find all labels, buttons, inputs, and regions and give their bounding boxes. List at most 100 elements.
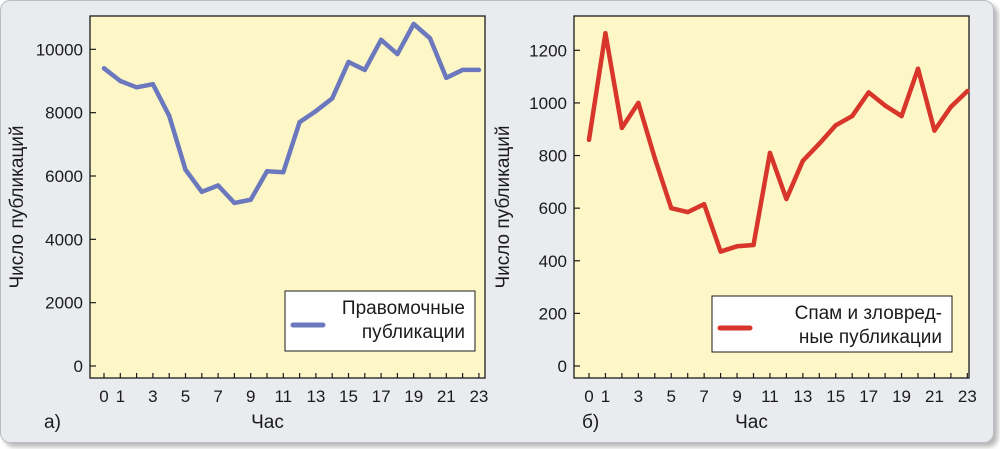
panel-a-x-tick-label: 15 bbox=[339, 387, 358, 406]
panel-b-data-point bbox=[701, 202, 707, 207]
panel-a-data-point bbox=[411, 21, 416, 27]
panel-b-data-point bbox=[652, 155, 657, 161]
panel-b-x-tick-label: 23 bbox=[958, 387, 977, 406]
panel-b-legend-label: ные публикации bbox=[799, 327, 942, 348]
panel-a-data-point bbox=[313, 108, 319, 114]
panel-b-x-tick-label: 17 bbox=[859, 387, 878, 406]
panel-a-x-tick-label: 19 bbox=[404, 387, 423, 406]
panel-b-x-tick-label: 5 bbox=[667, 387, 676, 406]
panel-a-data-point bbox=[476, 67, 482, 73]
panel-b-data-point bbox=[767, 150, 773, 156]
panel-a-x-tick-label: 7 bbox=[213, 387, 222, 406]
panel-a-data-point bbox=[232, 200, 237, 206]
panel-b-data-point bbox=[751, 242, 756, 248]
panel-a-x-tick-label: 23 bbox=[469, 387, 488, 406]
panel-b-y-tick-label: 200 bbox=[539, 304, 567, 323]
panel-a-x-tick-label: 17 bbox=[372, 387, 391, 406]
panel-b-x-tick-label: 15 bbox=[826, 387, 845, 406]
panel-a-x-tick-label: 9 bbox=[246, 387, 255, 406]
panel-a-data-point bbox=[118, 78, 123, 84]
panel-b-y-tick-label: 1200 bbox=[529, 41, 567, 60]
panel-a-data-point bbox=[134, 85, 139, 90]
panel-b-x-tick-label: 3 bbox=[634, 387, 643, 406]
panel-a-data-point bbox=[346, 59, 351, 65]
panel-b-data-point bbox=[948, 104, 954, 110]
panel-b-y-tick-label: 800 bbox=[539, 147, 567, 166]
panel-b-x-axis-title: Час bbox=[735, 412, 768, 433]
panel-a-x-tick-label: 11 bbox=[274, 387, 292, 406]
panel-b-data-point bbox=[965, 88, 970, 94]
panel-b-data-point bbox=[800, 158, 806, 163]
panel-a-panel-label: а) bbox=[44, 412, 61, 433]
panel-b-series-line bbox=[586, 30, 970, 254]
panel-b-x-tick-label: 1 bbox=[601, 387, 610, 406]
panel-b-data-point bbox=[636, 100, 641, 106]
panel-a-data-point bbox=[199, 189, 204, 195]
panel-b-data-point bbox=[603, 31, 608, 36]
panel-a-data-point bbox=[167, 113, 172, 119]
panel-b-data-point bbox=[882, 103, 888, 108]
panel-b-y-axis-title: Число публикаций bbox=[493, 125, 514, 288]
panel-a-data-point bbox=[297, 119, 302, 125]
panel-a-x-tick-label: 13 bbox=[306, 387, 325, 406]
panel-b-data-point bbox=[586, 137, 592, 142]
panel-b-data-point bbox=[784, 196, 789, 202]
panel-a-data-point bbox=[460, 67, 465, 73]
panel-b-data-point bbox=[833, 123, 838, 128]
panel-b-x-tick-label: 0 bbox=[584, 387, 593, 406]
panel-a-x-tick-label: 5 bbox=[181, 387, 190, 406]
panel-a-x-tick-label: 1 bbox=[116, 387, 125, 406]
panel-b-data-point bbox=[850, 113, 855, 119]
panel-a-data-point bbox=[150, 81, 156, 87]
panel-b-data-point bbox=[734, 244, 740, 249]
panel-b-y-tick-label: 600 bbox=[539, 199, 567, 218]
panel-b-legend-label: Спам и зловред- bbox=[795, 303, 942, 324]
panel-b-x-tick-label: 13 bbox=[793, 387, 812, 406]
panel-b-legend-box bbox=[711, 295, 953, 353]
panel-b-data-point bbox=[899, 113, 904, 119]
panel-a-legend-label: Правомочные bbox=[342, 298, 465, 319]
panel-a-data-point bbox=[427, 36, 433, 41]
panel-b-x-tick-label: 9 bbox=[732, 387, 741, 406]
panel-a-y-tick-label: 0 bbox=[74, 357, 83, 376]
panel-a-data-point bbox=[362, 67, 367, 73]
panel-a-x-tick-label: 21 bbox=[437, 387, 456, 406]
panel-a-y-axis-title: Число публикаций bbox=[7, 125, 28, 288]
panel-b-x-tick-label: 21 bbox=[925, 387, 944, 406]
panel-a-data-point bbox=[101, 66, 107, 71]
panel-b-x-tick-label: 7 bbox=[699, 387, 708, 406]
panel-b-data-point bbox=[685, 209, 690, 215]
panel-b-panel-label: б) bbox=[582, 412, 599, 433]
panel-a-series-line bbox=[101, 21, 482, 206]
panel-b-x-tick-label: 19 bbox=[892, 387, 911, 406]
panel-a-x-axis-title: Час bbox=[251, 412, 284, 433]
panel-b-data-point bbox=[915, 66, 921, 71]
panel-b-x-tick-label: 11 bbox=[761, 387, 779, 406]
panel-b-data-point bbox=[866, 90, 871, 95]
panel-a-data-point bbox=[264, 169, 270, 174]
panel-a-y-tick-label: 8000 bbox=[45, 104, 83, 123]
panel-a-y-tick-label: 2000 bbox=[45, 294, 83, 313]
panel-b-y-tick-label: 400 bbox=[539, 252, 567, 271]
panel-a-data-point bbox=[444, 75, 449, 81]
panel-a-data-point bbox=[281, 170, 286, 175]
panel-a-data-point bbox=[183, 167, 188, 172]
panel-a-data-point bbox=[215, 183, 221, 188]
panel-a-data-point bbox=[378, 37, 384, 43]
panel-b-y-tick-label: 0 bbox=[558, 357, 567, 376]
panel-a-data-point bbox=[330, 96, 335, 101]
panel-b-data-point bbox=[932, 128, 937, 133]
panel-b-data-point bbox=[718, 249, 723, 254]
panel-b-data-point bbox=[817, 141, 822, 146]
panel-b-data-point bbox=[619, 125, 625, 131]
panel-a-x-tick-label: 3 bbox=[148, 387, 157, 406]
panel-b-data-point bbox=[669, 205, 674, 211]
panel-a-data-point bbox=[248, 197, 253, 202]
panel-a-y-tick-label: 4000 bbox=[45, 230, 83, 249]
panel-a-y-tick-label: 6000 bbox=[45, 167, 83, 186]
panel-a-data-point bbox=[395, 51, 400, 57]
panel-a-legend-box bbox=[284, 290, 476, 352]
